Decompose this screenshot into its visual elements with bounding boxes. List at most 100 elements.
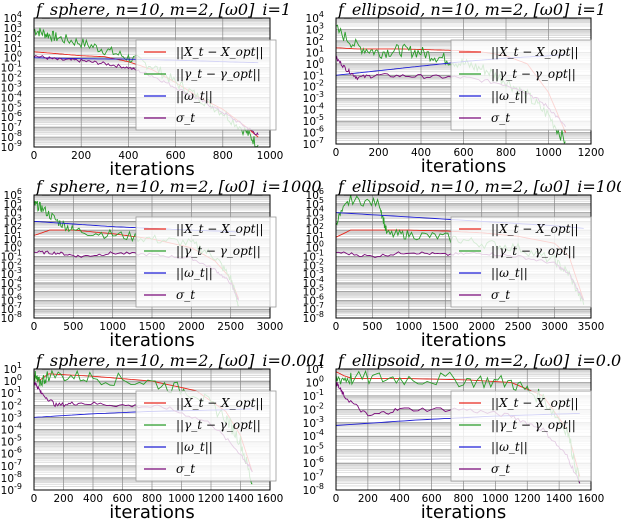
y-tick-label: 10-3 bbox=[1, 266, 22, 281]
x-tick-label: 2500 bbox=[505, 321, 532, 333]
y-tick-label: 104 bbox=[306, 10, 324, 25]
x-tick-label: 800 bbox=[453, 493, 473, 505]
y-tick-label: 10-4 bbox=[1, 275, 22, 290]
legend-label: ||γ_t − γ_opt|| bbox=[176, 244, 261, 258]
y-tick-label: 10-3 bbox=[303, 90, 324, 105]
y-tick-label: 102 bbox=[4, 222, 22, 237]
y-tick-label: 101 bbox=[4, 361, 22, 376]
y-tick-label: 10-5 bbox=[303, 284, 324, 299]
x-tick-label: 0 bbox=[31, 493, 38, 505]
y-tick-label: 10-6 bbox=[1, 109, 22, 124]
y-tick-label: 10-7 bbox=[1, 458, 22, 473]
legend-box bbox=[135, 216, 277, 308]
x-tick-label: 1600 bbox=[578, 493, 605, 505]
x-tick-label: 1000 bbox=[257, 150, 284, 162]
x-tick-label: 200 bbox=[71, 150, 91, 162]
legend-label: ||X_t − X_opt|| bbox=[491, 396, 579, 410]
y-tick-label: 10-8 bbox=[1, 470, 22, 485]
y-tick-label: 106 bbox=[306, 187, 324, 202]
y-tick-label: 10-3 bbox=[1, 409, 22, 424]
y-tick-label: 10-5 bbox=[1, 434, 22, 449]
y-tick-label: 104 bbox=[4, 205, 22, 220]
legend-label: ||ω_t|| bbox=[176, 89, 213, 103]
x-tick-label: 800 bbox=[142, 493, 162, 505]
legend-box bbox=[135, 39, 277, 131]
y-tick-label: 10-2 bbox=[303, 257, 324, 272]
y-tick-label: 10-4 bbox=[303, 102, 324, 117]
legend-label: ||X_t − X_opt|| bbox=[176, 396, 264, 410]
legend-label: σ_t bbox=[176, 288, 195, 302]
x-tick-label: 400 bbox=[411, 147, 431, 159]
y-tick-label: 10-8 bbox=[303, 310, 324, 325]
y-tick-label: 10-6 bbox=[303, 455, 324, 470]
y-tick-label: 100 bbox=[4, 50, 22, 65]
x-tick-label: 400 bbox=[118, 150, 138, 162]
x-tick-label: 0 bbox=[31, 150, 38, 162]
legend-label: ||γ_t − γ_opt|| bbox=[176, 67, 261, 81]
y-tick-label: 10-7 bbox=[1, 301, 22, 316]
legend-label: ||X_t − X_opt|| bbox=[176, 45, 264, 59]
y-tick-label: 10-1 bbox=[303, 67, 324, 82]
y-tick-label: 10-5 bbox=[1, 284, 22, 299]
chart-panel-5: 10-910-810-710-610-510-410-310-210-11001… bbox=[1, 351, 327, 521]
y-tick-label: 10-8 bbox=[1, 129, 22, 144]
y-tick-label: 10-3 bbox=[303, 415, 324, 430]
y-tick-label: 103 bbox=[306, 21, 324, 36]
y-tick-label: 10-7 bbox=[303, 469, 324, 484]
x-tick-label: 1000 bbox=[535, 147, 562, 159]
y-tick-label: 106 bbox=[4, 187, 22, 202]
x-tick-label: 2500 bbox=[217, 321, 244, 333]
y-tick-label: 104 bbox=[4, 10, 22, 25]
x-tick-label: 500 bbox=[362, 321, 382, 333]
y-tick-label: 100 bbox=[306, 240, 324, 255]
y-tick-label: 10-5 bbox=[1, 99, 22, 114]
y-tick-label: 10-8 bbox=[1, 310, 22, 325]
y-tick-label: 10-3 bbox=[1, 79, 22, 94]
x-tick-label: 1600 bbox=[257, 493, 284, 505]
x-axis-label: iterations bbox=[109, 159, 194, 180]
y-tick-label: 103 bbox=[306, 213, 324, 228]
y-tick-label: 100 bbox=[4, 240, 22, 255]
y-tick-label: 10-4 bbox=[1, 422, 22, 437]
x-tick-label: 1200 bbox=[514, 493, 541, 505]
chart-panel-2: 10-710-610-510-410-310-210-1100101102103… bbox=[303, 0, 606, 177]
x-tick-label: 800 bbox=[496, 147, 516, 159]
y-tick-label: 10-9 bbox=[1, 139, 22, 154]
y-tick-label: 10-8 bbox=[303, 482, 324, 497]
legend-label: ||ω_t|| bbox=[491, 266, 528, 280]
legend-label: ||X_t − X_opt|| bbox=[491, 222, 579, 236]
legend-box bbox=[135, 390, 277, 482]
legend-label: ||ω_t|| bbox=[491, 89, 528, 103]
x-axis-label: iterations bbox=[421, 330, 506, 351]
y-tick-label: 10-3 bbox=[303, 266, 324, 281]
chart-title: f_sphere, n=10, m=2, [ω0]_i=1 bbox=[35, 0, 291, 19]
x-tick-label: 1000 bbox=[395, 321, 422, 333]
x-tick-label: 200 bbox=[53, 493, 73, 505]
x-tick-label: 1500 bbox=[432, 321, 459, 333]
legend-box bbox=[450, 39, 592, 131]
x-axis-label: iterations bbox=[421, 156, 506, 177]
y-tick-label: 10-4 bbox=[303, 428, 324, 443]
chart-panel-4: 10-810-710-610-510-410-310-210-110010110… bbox=[303, 177, 621, 351]
legend-label: ||X_t − X_opt|| bbox=[176, 222, 264, 236]
legend-box bbox=[450, 390, 592, 482]
x-tick-label: 0 bbox=[333, 321, 340, 333]
y-tick-label: 10-2 bbox=[1, 70, 22, 85]
x-tick-label: 0 bbox=[333, 493, 340, 505]
chart-title: f_sphere, n=10, m=2, [ω0]_i=0.001 bbox=[35, 351, 327, 370]
x-tick-label: 800 bbox=[213, 150, 233, 162]
legend-label: σ_t bbox=[491, 111, 510, 125]
chart-panel-3: 10-810-710-610-510-410-310-210-110010110… bbox=[1, 177, 322, 351]
chart-title: f_sphere, n=10, m=2, [ω0]_i=1000 bbox=[35, 177, 322, 196]
x-tick-label: 200 bbox=[358, 493, 378, 505]
x-tick-label: 600 bbox=[166, 150, 186, 162]
chart-title: f_ellipsoid, n=10, m=2, [ω0]_i=1000 bbox=[337, 177, 621, 196]
y-tick-label: 10-2 bbox=[303, 79, 324, 94]
x-axis-label: iterations bbox=[109, 502, 194, 521]
x-tick-label: 1000 bbox=[99, 321, 126, 333]
x-tick-label: 200 bbox=[368, 147, 388, 159]
x-tick-label: 1400 bbox=[546, 493, 573, 505]
y-tick-label: 10-5 bbox=[303, 442, 324, 457]
